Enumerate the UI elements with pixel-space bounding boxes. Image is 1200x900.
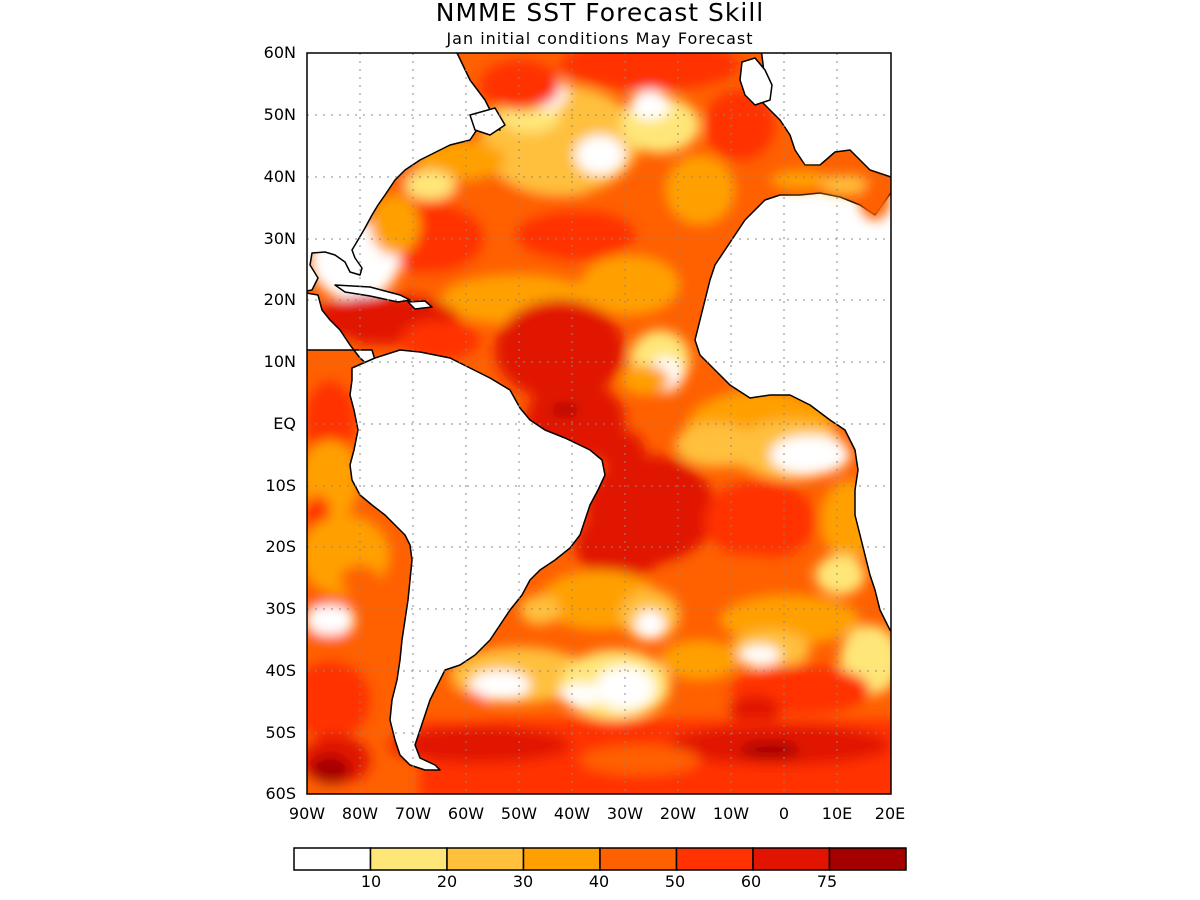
lat-label: 20N <box>263 290 296 309</box>
lat-label: 40S <box>265 661 296 680</box>
mediterranean-skill <box>770 170 890 220</box>
newfoundland <box>469 107 506 136</box>
lon-label: 90W <box>288 804 326 823</box>
lat-label: 50S <box>265 723 296 742</box>
lon-label: 50W <box>500 804 538 823</box>
south-america <box>349 349 606 771</box>
map-frame <box>306 52 892 795</box>
lon-label: 80W <box>341 804 379 823</box>
hispaniola <box>407 300 433 310</box>
colorbar-swatch <box>369 847 448 871</box>
lat-label: 20S <box>265 537 296 556</box>
map-subtitle: Jan initial conditions May Forecast <box>446 29 754 48</box>
lon-label: 0 <box>778 804 790 823</box>
lon-label: 60W <box>447 804 485 823</box>
lat-label: 60N <box>263 43 296 62</box>
colorbar-label: 50 <box>664 872 686 891</box>
colorbar-swatch <box>752 847 831 871</box>
land-masses <box>307 53 891 771</box>
colorbar-swatch <box>599 847 678 871</box>
lat-label: 10S <box>265 476 296 495</box>
lat-label: 30N <box>263 229 296 248</box>
colorbar-label: 20 <box>436 872 458 891</box>
colorbar-label: 30 <box>512 872 534 891</box>
lat-label: 60S <box>265 784 296 803</box>
colorbar-swatch <box>522 847 601 871</box>
lon-label: 30W <box>606 804 644 823</box>
lat-label: 10N <box>263 352 296 371</box>
gridlines <box>307 53 891 794</box>
colorbar-swatch <box>293 847 372 871</box>
cuba <box>334 284 411 303</box>
lat-label: 40N <box>263 167 296 186</box>
lon-label: 20W <box>659 804 697 823</box>
colorbar-label: 10 <box>360 872 382 891</box>
skill-patches <box>307 53 891 794</box>
lon-label: 10W <box>712 804 750 823</box>
lat-label: 30S <box>265 599 296 618</box>
colorbar-swatch <box>675 847 754 871</box>
colorbar-label: 40 <box>588 872 610 891</box>
colorbar <box>293 847 907 871</box>
colorbar-label: 60 <box>740 872 762 891</box>
british-isles <box>739 57 773 106</box>
colorbar-swatch <box>446 847 525 871</box>
lat-label: 50N <box>263 105 296 124</box>
colorbar-label: 75 <box>816 872 838 891</box>
lon-label: 10E <box>821 804 853 823</box>
map-field <box>307 53 891 794</box>
lon-label: 40W <box>553 804 591 823</box>
colorbar-swatch <box>828 847 907 871</box>
map-title: NMME SST Forecast Skill <box>435 0 765 27</box>
lat-label: EQ <box>273 414 296 433</box>
lon-label: 70W <box>394 804 432 823</box>
africa <box>694 191 891 633</box>
lon-label: 20E <box>874 804 906 823</box>
